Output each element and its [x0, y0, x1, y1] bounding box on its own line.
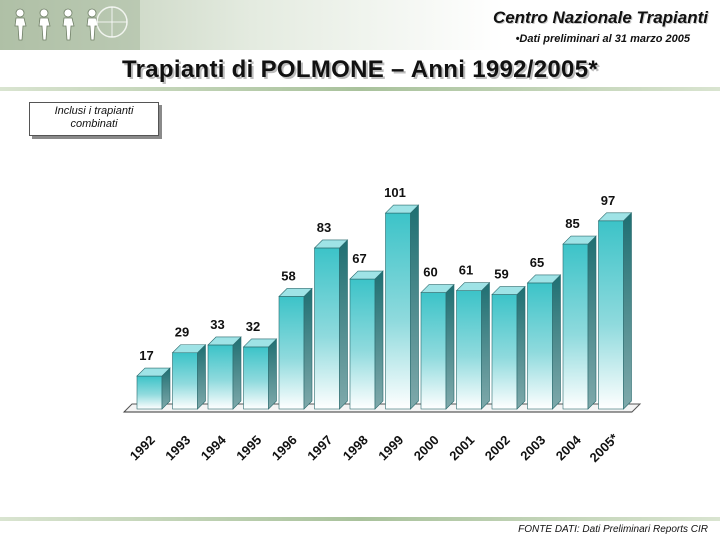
- bar-2005*: [598, 220, 624, 410]
- data-label-2000: 60: [423, 265, 437, 280]
- bar-side-1998: [374, 270, 384, 410]
- tick-label-1993: 1993: [162, 432, 193, 463]
- data-source: FONTE DATI: Dati Preliminari Reports CIR: [518, 524, 708, 535]
- bar-side-2003: [552, 274, 561, 410]
- bar-top-2004: [562, 235, 597, 245]
- people-figures-icon: [0, 0, 140, 50]
- tick-label-1999: 1999: [375, 432, 406, 463]
- tick-label-1994: 1994: [198, 432, 230, 464]
- bar-2001: [456, 290, 482, 410]
- data-label-1994: 33: [210, 317, 224, 332]
- organization-title: Centro Nazionale Trapianti: [492, 8, 708, 27]
- bar-top-1999: [384, 204, 420, 214]
- bar-side-2004: [587, 235, 597, 410]
- tick-label-2005*: 2005*: [586, 430, 621, 465]
- tick-label-1992: 1992: [127, 432, 158, 463]
- bar-top-2005*: [597, 212, 633, 222]
- bar-side-1999: [410, 204, 419, 410]
- data-label-1999: 101: [384, 185, 406, 200]
- bar-side-2001: [481, 281, 490, 410]
- bar-1999: [385, 212, 411, 410]
- bar-top-1994: [207, 336, 242, 346]
- bar-side-1993: [197, 344, 206, 410]
- title-divider: [0, 87, 720, 91]
- bar-top-1993: [171, 344, 207, 354]
- tick-label-2004: 2004: [553, 432, 585, 464]
- bar-top-1996: [278, 288, 313, 297]
- bar-top-1997: [313, 239, 349, 249]
- tick-label-1997: 1997: [304, 432, 335, 463]
- bar-1993: [172, 352, 198, 410]
- page-title: Trapianti di POLMONE – Anni 1992/2005*: [122, 56, 598, 83]
- bar-top-2001: [455, 282, 491, 291]
- combined-transplants-note: Inclusi i trapianti combinati: [29, 102, 159, 136]
- data-label-2001: 61: [459, 263, 473, 278]
- bar-side-2002: [516, 285, 526, 410]
- bar-2003: [527, 282, 553, 410]
- tick-label-2000: 2000: [411, 432, 442, 463]
- bar-side-2000: [445, 283, 455, 410]
- bar-top-1998: [349, 270, 384, 280]
- data-label-1995: 32: [246, 319, 260, 334]
- tick-label-1995: 1995: [233, 432, 264, 463]
- bar-side-1994: [232, 336, 242, 410]
- bar-1998: [349, 278, 376, 410]
- data-label-2005*: 97: [601, 193, 615, 208]
- data-label-1997: 83: [317, 220, 331, 235]
- bar-1994: [207, 344, 234, 410]
- data-label-1998: 67: [352, 251, 366, 266]
- tick-label-2003: 2003: [517, 432, 548, 463]
- tick-label-1996: 1996: [269, 432, 300, 463]
- data-label-1992: 17: [139, 348, 153, 363]
- bar-2002: [491, 294, 518, 410]
- bar-1992: [136, 375, 163, 410]
- bar-side-1997: [339, 239, 348, 410]
- preliminary-data-note: •Dati preliminari al 31 marzo 2005: [515, 33, 690, 45]
- tick-label-2001: 2001: [446, 432, 477, 463]
- bar-top-1992: [136, 367, 171, 377]
- data-label-1996: 58: [281, 268, 295, 283]
- bar-1995: [243, 346, 269, 410]
- bar-side-1995: [268, 338, 277, 410]
- data-label-2003: 65: [530, 255, 544, 270]
- bar-2000: [420, 292, 447, 410]
- tick-label-2002: 2002: [482, 432, 513, 463]
- bar-2004: [562, 243, 589, 410]
- bar-side-2005*: [623, 212, 632, 410]
- data-label-1993: 29: [175, 325, 189, 340]
- footer-divider: [0, 517, 720, 521]
- bar-1996: [278, 296, 305, 410]
- bar-top-2003: [526, 274, 562, 284]
- bar-1997: [314, 247, 340, 410]
- tick-label-1998: 1998: [340, 432, 371, 463]
- bar-top-1995: [242, 338, 278, 348]
- data-label-2004: 85: [565, 216, 579, 231]
- bar-top-2000: [420, 284, 455, 293]
- bar-top-2002: [491, 286, 526, 295]
- data-label-2002: 59: [494, 267, 508, 282]
- bar-side-1996: [303, 287, 313, 410]
